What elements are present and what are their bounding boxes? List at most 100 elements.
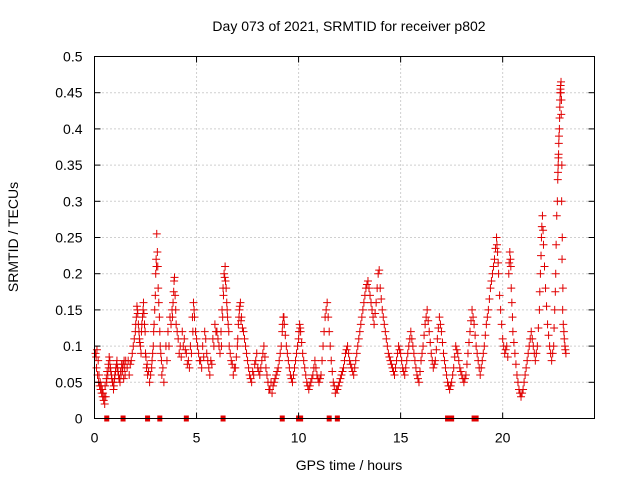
data-point <box>558 284 567 293</box>
data-point <box>236 298 245 307</box>
data-point <box>383 342 392 351</box>
data-point <box>439 349 448 358</box>
y-tick-label: 0.2 <box>63 266 83 282</box>
data-point <box>558 233 567 242</box>
data-point <box>445 385 454 394</box>
data-point <box>384 349 393 358</box>
data-point <box>99 396 108 405</box>
data-point <box>498 334 507 343</box>
x-tick-label: 15 <box>393 430 409 446</box>
data-point <box>363 276 372 285</box>
data-point <box>508 313 517 322</box>
data-point <box>394 342 403 351</box>
data-point <box>355 327 364 336</box>
data-point <box>237 316 246 325</box>
data-point <box>494 269 503 278</box>
data-point <box>521 371 530 380</box>
data-point <box>354 334 363 343</box>
data-point <box>152 229 161 238</box>
data-point <box>463 349 472 358</box>
data-point <box>550 305 559 314</box>
data-point <box>476 371 485 380</box>
data-point <box>331 389 340 398</box>
data-point <box>322 305 331 314</box>
data-point <box>169 287 178 296</box>
data-point <box>274 363 283 372</box>
data-point <box>278 320 287 329</box>
data-point <box>550 324 559 332</box>
data-point <box>240 334 249 343</box>
data-point <box>94 356 103 365</box>
data-point <box>310 356 319 365</box>
data-point <box>164 342 173 351</box>
data-point <box>169 298 178 307</box>
data-point <box>239 327 248 336</box>
data-point <box>217 327 226 336</box>
data-point <box>452 345 461 354</box>
data-point <box>558 255 567 264</box>
data-point <box>556 95 565 104</box>
data-point <box>175 349 184 358</box>
y-tick-label: 0.5 <box>63 49 83 65</box>
data-point <box>381 327 390 336</box>
data-point <box>291 356 300 365</box>
data-point <box>552 211 561 220</box>
data-point <box>349 371 358 380</box>
data-point <box>555 103 564 112</box>
data-point <box>289 371 298 380</box>
data-point <box>512 371 521 380</box>
data-point <box>293 342 302 351</box>
data-point <box>553 168 562 177</box>
data-point <box>418 349 427 358</box>
data-point <box>555 124 564 133</box>
data-point <box>207 360 216 369</box>
data-point <box>414 378 423 387</box>
data-point <box>224 327 233 336</box>
data-point <box>391 363 400 372</box>
data-point <box>250 360 259 369</box>
data-point <box>385 352 394 361</box>
data-point <box>362 280 371 289</box>
data-point <box>417 356 426 365</box>
data-point <box>537 251 546 260</box>
data-point <box>233 342 242 351</box>
data-point <box>129 342 138 351</box>
data-point <box>125 371 134 380</box>
data-point <box>493 247 502 256</box>
data-point <box>260 352 269 361</box>
data-point <box>481 331 490 340</box>
data-point <box>479 349 488 358</box>
data-point <box>489 262 498 271</box>
data-point <box>187 349 196 358</box>
data-point <box>373 284 382 293</box>
data-point <box>557 161 566 170</box>
data-point <box>272 371 281 380</box>
data-point <box>419 342 428 351</box>
data-point <box>369 313 378 322</box>
data-point <box>492 240 501 249</box>
data-point <box>177 352 186 361</box>
data-point <box>283 349 292 358</box>
data-point <box>538 211 547 220</box>
data-point <box>423 305 432 314</box>
data-point <box>324 313 333 322</box>
data-point <box>168 313 177 322</box>
data-point <box>232 352 241 361</box>
data-point <box>501 345 510 354</box>
data-point <box>154 284 163 293</box>
data-point <box>332 385 341 394</box>
data-point <box>456 367 465 376</box>
data-point <box>399 367 408 376</box>
data-point <box>136 342 145 351</box>
data-point <box>227 356 236 365</box>
data-point <box>374 269 383 278</box>
data-point <box>390 371 399 380</box>
data-point <box>424 316 433 325</box>
data-point <box>552 240 561 249</box>
data-point <box>472 342 481 351</box>
data-point <box>155 313 164 322</box>
data-point <box>228 360 237 369</box>
data-point <box>197 363 206 372</box>
data-point <box>284 356 293 365</box>
